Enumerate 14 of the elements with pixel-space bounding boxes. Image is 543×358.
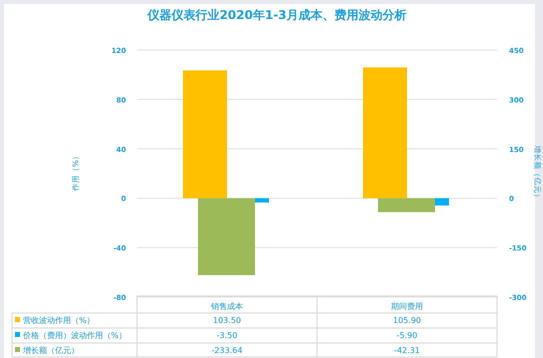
legend-label: 营收波动作用（%） bbox=[23, 316, 95, 325]
bar bbox=[255, 198, 269, 203]
legend-label: 增长额（亿元） bbox=[22, 346, 79, 355]
bar bbox=[435, 198, 449, 206]
legend-label: 价格（费用）波动作用（%） bbox=[22, 331, 127, 340]
data-label: 103.50 bbox=[213, 316, 241, 325]
x-tick-label: 销售成本 bbox=[210, 302, 243, 311]
data-label: -3.50 bbox=[216, 331, 238, 340]
data-label: -42.31 bbox=[394, 346, 420, 355]
x-tick-label: 期间费用 bbox=[391, 302, 423, 311]
chart-title: 仪器仪表行业2020年1-3月成本、费用波动分析 bbox=[146, 8, 407, 22]
data-label: -5.90 bbox=[396, 331, 418, 340]
data-label: 105.90 bbox=[393, 316, 421, 325]
data-label: -233.64 bbox=[212, 346, 242, 355]
